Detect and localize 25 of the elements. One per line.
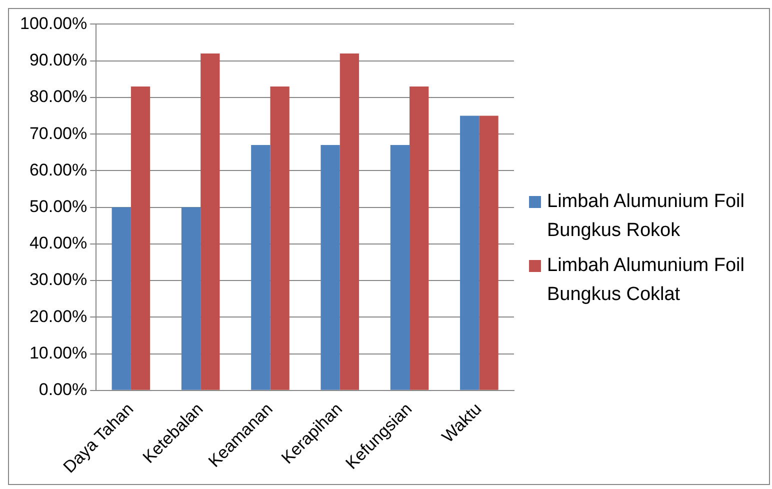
y-tick-label: 100.00% (20, 14, 88, 33)
bar (130, 86, 150, 390)
y-tick-label: 80.00% (29, 87, 88, 106)
bar (200, 54, 220, 390)
y-tick-label: 20.00% (29, 306, 88, 326)
bar (340, 54, 360, 390)
y-tick-label: 60.00% (29, 160, 88, 180)
bar (390, 145, 410, 390)
y-tick-label: 70.00% (29, 124, 88, 143)
bar (181, 207, 201, 390)
y-tick-label: 30.00% (29, 270, 88, 290)
y-tick-label: 40.00% (29, 234, 88, 253)
legend-label: Limbah Alumunium Foil Bungkus Rokok (547, 190, 746, 243)
y-tick-label: 0.00% (38, 380, 88, 400)
bar (460, 116, 480, 390)
y-tick-label: 90.00% (29, 50, 88, 70)
y-tick-label: 50.00% (29, 197, 88, 216)
bar (479, 116, 498, 390)
bar (251, 145, 270, 390)
legend-label: Limbah Alumunium Foil Bungkus Coklat (547, 254, 746, 307)
bar (410, 86, 429, 390)
bar (320, 145, 340, 390)
bar (270, 86, 290, 390)
y-tick-label: 10.00% (29, 343, 88, 362)
bar (112, 207, 131, 390)
